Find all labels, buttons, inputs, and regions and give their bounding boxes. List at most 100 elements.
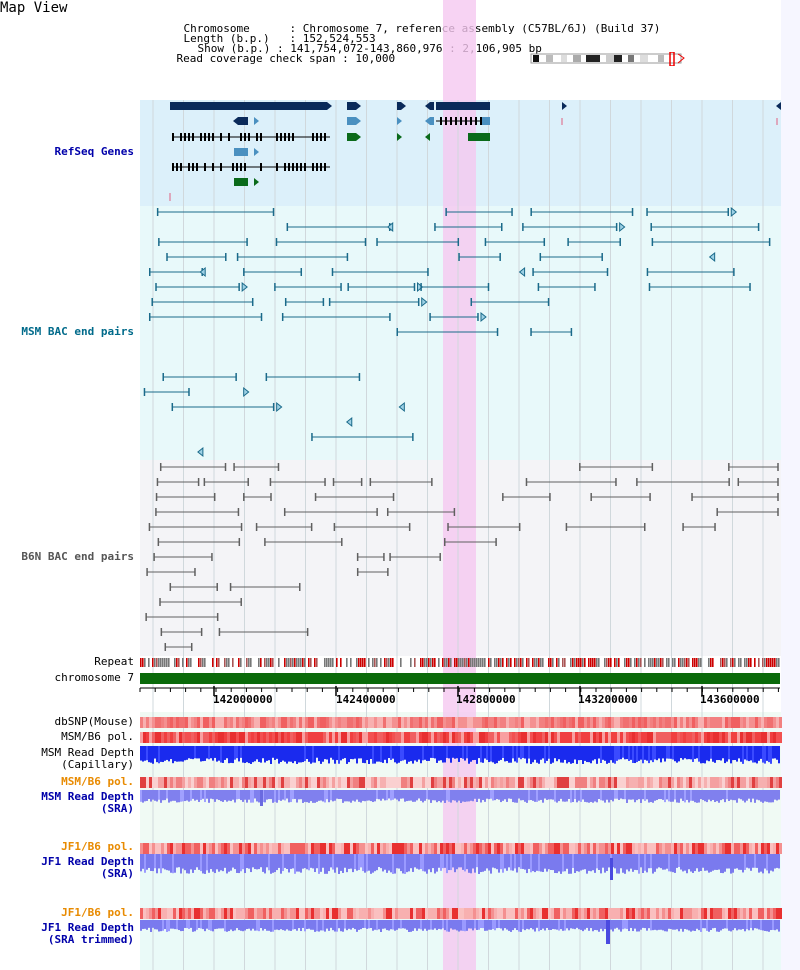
repeat-mark: [572, 658, 574, 667]
heat-cell: [338, 843, 341, 854]
heat-cell: [494, 908, 497, 919]
depth-bar: [172, 746, 174, 764]
heat-cell: [329, 843, 332, 854]
heat-cell: [776, 777, 779, 788]
heat-cell: [752, 777, 755, 788]
depth-bar: [152, 920, 154, 928]
axis-tick-label: 142400000: [336, 693, 396, 706]
jf1-read-depth-sra-label[interactable]: JF1 Read Depth: [41, 855, 134, 868]
repeat-mark: [456, 658, 458, 667]
depth-bar: [164, 790, 166, 801]
depth-bar: [166, 746, 168, 760]
depth-bar: [436, 746, 438, 763]
repeat-mark: [238, 658, 240, 667]
heat-cell: [419, 732, 422, 743]
depth-bar: [230, 746, 232, 763]
depth-bar: [532, 854, 534, 872]
heat-cell: [461, 732, 464, 743]
repeat-mark: [724, 658, 726, 667]
repeat-mark: [454, 658, 456, 667]
heat-cell: [554, 777, 557, 788]
msm-b6-pol-label[interactable]: MSM/B6 pol.: [61, 730, 134, 743]
b6n-bac-label[interactable]: B6N BAC end pairs: [21, 550, 134, 563]
heat-cell: [476, 732, 479, 743]
depth-bar: [694, 854, 696, 872]
heat-cell: [338, 732, 341, 743]
chromosome-ideogram[interactable]: [528, 52, 688, 66]
depth-bar: [246, 854, 248, 869]
depth-bar: [612, 920, 614, 932]
heat-cell: [449, 908, 452, 919]
depth-bar: [558, 790, 560, 802]
msm-bac-label[interactable]: MSM BAC end pairs: [21, 325, 134, 338]
depth-bar: [338, 746, 340, 764]
depth-bar: [442, 746, 444, 763]
depth-bar: [708, 790, 710, 800]
depth-bar: [178, 746, 180, 762]
depth-bar: [294, 854, 296, 874]
depth-bar: [628, 790, 630, 800]
heat-cell: [569, 717, 572, 728]
heat-cell: [587, 908, 590, 919]
depth-bar: [732, 854, 734, 873]
depth-bar: [712, 920, 714, 929]
heat-cell: [380, 777, 383, 788]
depth-bar: [250, 790, 252, 803]
heat-cell: [287, 717, 290, 728]
depth-bar: [152, 854, 154, 872]
depth-bar: [214, 746, 216, 758]
jf1-b6-pol-trimmed-label[interactable]: JF1/B6 pol.: [61, 906, 134, 919]
depth-bar: [164, 746, 166, 761]
heat-cell: [605, 908, 608, 919]
depth-bar: [240, 746, 242, 758]
heat-cell: [545, 908, 548, 919]
depth-bar: [760, 854, 762, 872]
depth-bar: [408, 790, 410, 801]
repeat-mark: [458, 658, 460, 667]
heat-cell: [266, 717, 269, 728]
depth-bar: [440, 920, 442, 930]
depth-bar: [394, 920, 396, 931]
msm-b6-pol-sra-label[interactable]: MSM/B6 pol.: [61, 775, 134, 788]
depth-bar: [334, 854, 336, 873]
depth-bar: [678, 920, 680, 932]
gene-block: [212, 163, 214, 171]
depth-bar: [144, 790, 146, 802]
repeat-mark: [478, 658, 480, 667]
jf1-read-depth-trimmed-label[interactable]: JF1 Read Depth: [41, 921, 134, 934]
depth-bar: [594, 854, 596, 873]
depth-bar: [160, 854, 162, 874]
heat-cell: [431, 843, 434, 854]
depth-bar: [514, 746, 516, 762]
heat-cell: [488, 777, 491, 788]
heat-cell: [179, 843, 182, 854]
heat-cell: [428, 777, 431, 788]
depth-bar: [606, 790, 608, 800]
heat-cell: [701, 843, 704, 854]
depth-bar: [672, 854, 674, 873]
heat-cell: [173, 717, 176, 728]
jf1-b6-pol-label[interactable]: JF1/B6 pol.: [61, 840, 134, 853]
depth-bar: [266, 920, 268, 931]
refseq-genes-label[interactable]: RefSeq Genes: [54, 145, 134, 158]
depth-bar: [614, 854, 616, 869]
heat-cell: [572, 777, 575, 788]
gene-arrow: [776, 102, 781, 110]
heat-cell: [152, 908, 155, 919]
depth-bar: [436, 920, 438, 931]
heat-cell: [644, 777, 647, 788]
depth-bar: [142, 920, 144, 929]
depth-bar: [334, 920, 336, 932]
heat-cell: [770, 777, 773, 788]
depth-bar: [142, 854, 144, 869]
depth-bar: [366, 746, 368, 761]
depth-bar: [652, 790, 654, 803]
msm-read-depth-sra-label[interactable]: MSM Read Depth: [41, 790, 134, 803]
heat-cell: [554, 843, 557, 854]
msm-read-depth-capillary-label[interactable]: MSM Read Depth: [41, 746, 134, 759]
heat-cell: [200, 908, 203, 919]
depth-bar: [600, 854, 602, 874]
gene-block: [304, 163, 306, 171]
dbsnp-label[interactable]: dbSNP(Mouse): [54, 715, 134, 728]
